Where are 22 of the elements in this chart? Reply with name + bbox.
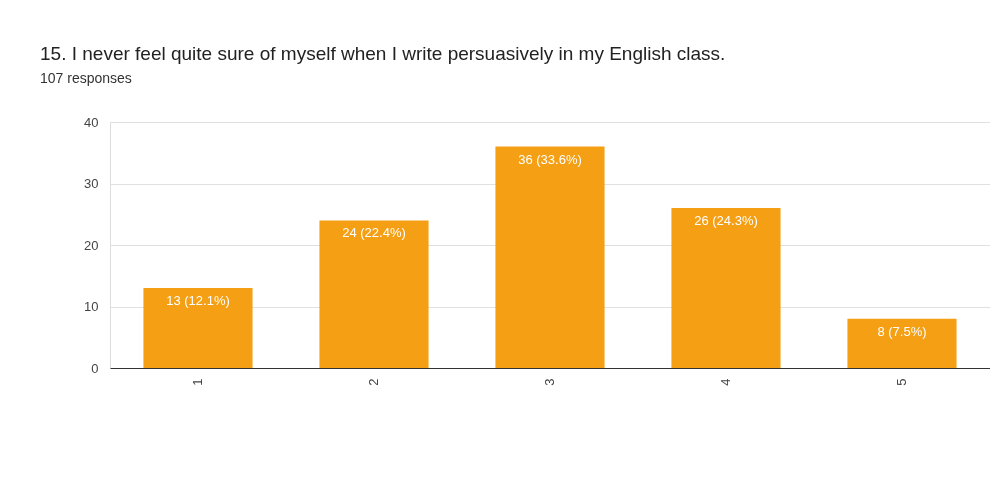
bar [143,288,253,368]
y-tick-label: 20 [84,237,99,253]
data-label: 8 (7.5%) [877,323,927,339]
x-tick-label: 2 [366,378,381,386]
x-tick-label: 1 [190,378,205,386]
data-label: 26 (24.3%) [694,213,758,229]
y-tick-label: 40 [84,114,99,130]
y-tick-label: 30 [84,176,99,191]
data-label: 24 (22.4%) [342,225,406,241]
chart-title: 15. I never feel quite sure of myself when I write persuasively in my English class. [40,43,726,64]
y-tick-label: 0 [91,360,99,376]
data-label: 13 (12.1%) [166,293,230,309]
bar [495,146,605,368]
x-tick-label: 4 [718,378,733,386]
bar [847,318,957,368]
y-tick-label: 10 [84,299,99,314]
x-tick-label: 3 [542,378,557,386]
data-label: 36 (33.6%) [518,151,582,167]
chart-subtitle: 107 responses [40,70,132,86]
x-tick-label: 5 [894,378,909,386]
bar [319,220,429,368]
bar [671,208,781,368]
